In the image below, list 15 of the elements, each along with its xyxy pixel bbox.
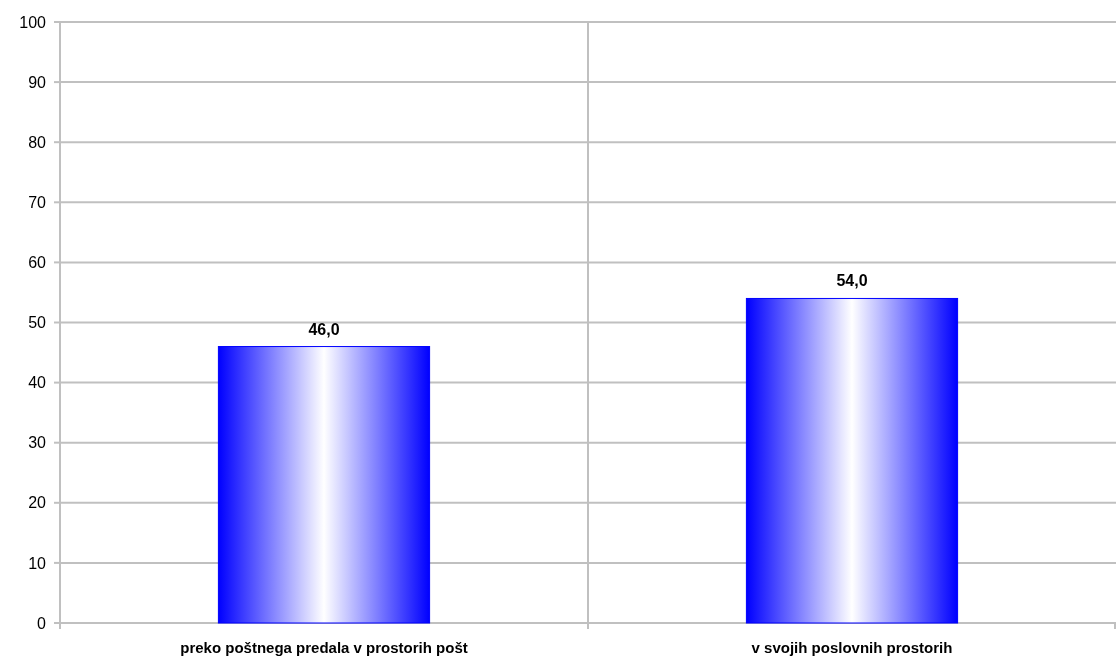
y-tick-label: 30 [28,434,47,452]
data-label: 54,0 [836,272,868,290]
y-tick-label: 100 [19,13,47,31]
y-tick-label: 80 [28,133,47,151]
y-tick-label: 70 [28,193,47,211]
data-label: 46,0 [308,320,340,338]
y-tick-label: 90 [28,73,47,91]
y-tick-label: 50 [28,314,47,332]
x-tick-label: preko poštnega predala v prostorih pošt [180,639,468,656]
y-tick-label: 40 [28,374,47,392]
x-tick-label: v svojih poslovnih prostorih [751,639,953,656]
y-tick-label: 60 [28,254,47,271]
y-tick-label: 0 [37,614,47,632]
y-tick-label: 10 [28,554,47,572]
y-tick-label: 20 [28,494,47,512]
